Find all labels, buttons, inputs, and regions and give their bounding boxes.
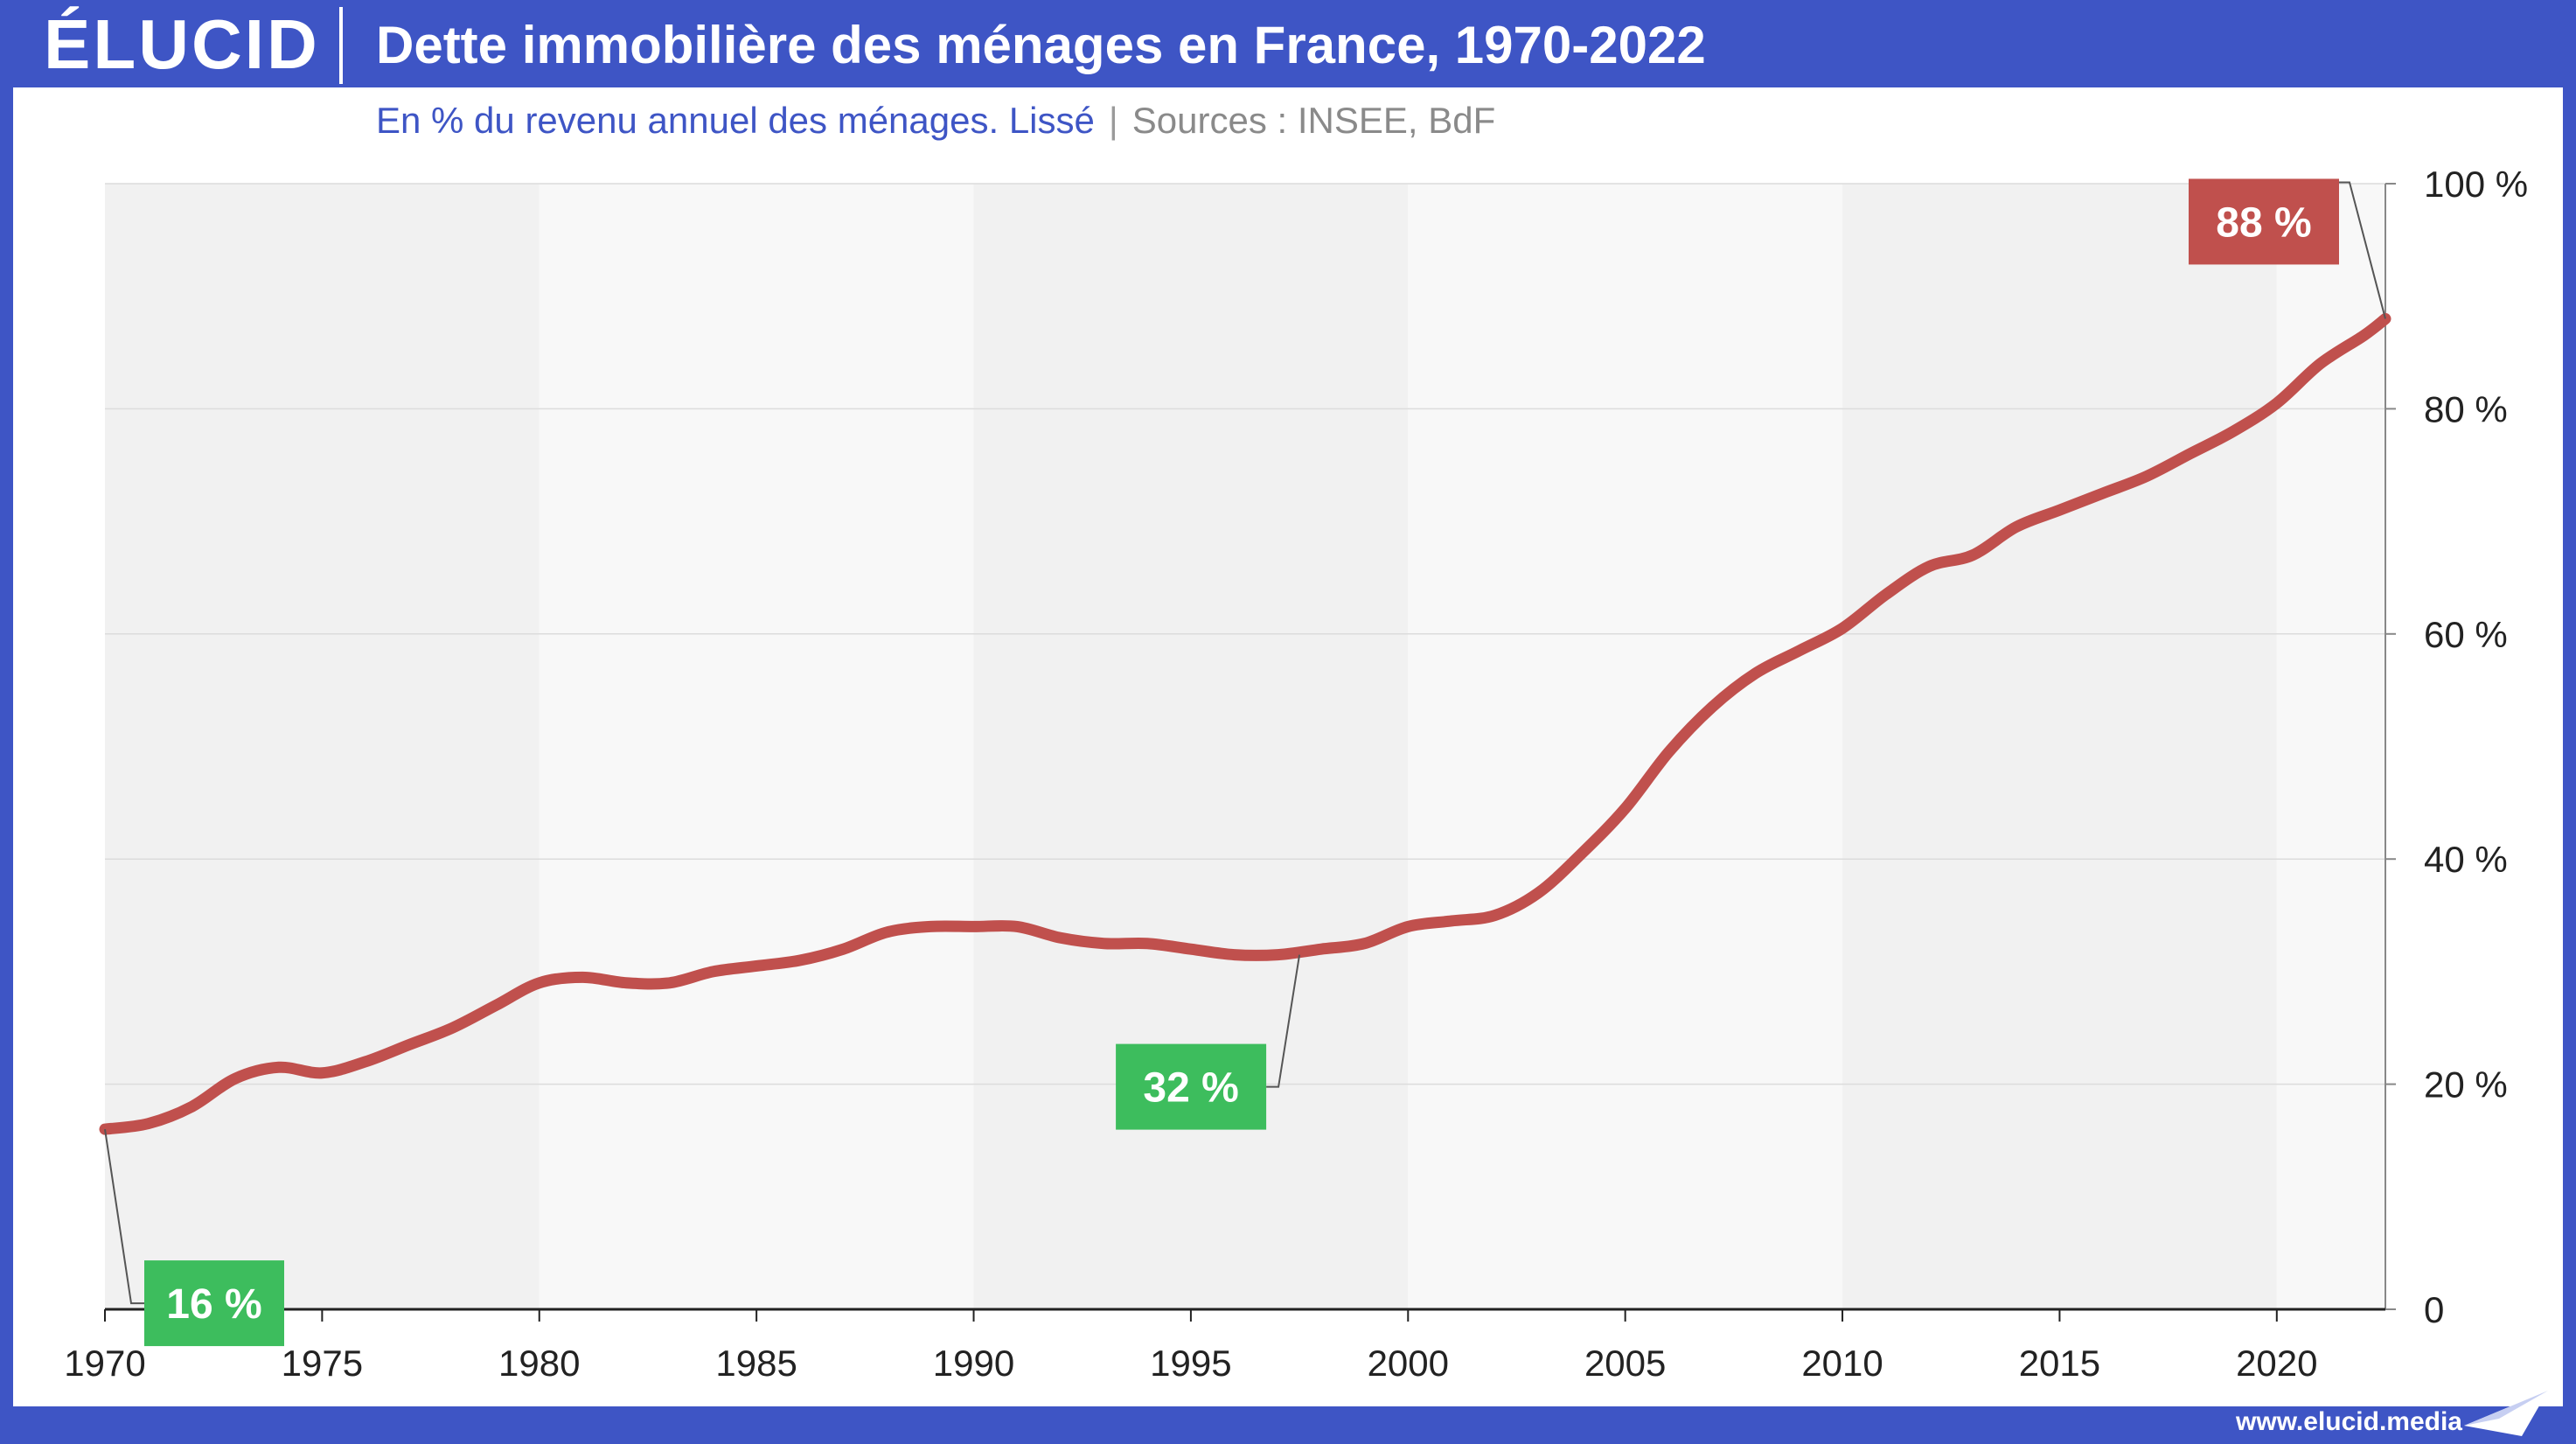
x-tick-label: 2005 [1584, 1343, 1666, 1384]
decade-band [539, 184, 974, 1309]
x-tick-label: 2015 [2019, 1343, 2100, 1384]
x-tick-label: 2010 [1801, 1343, 1883, 1384]
y-tick-label: 80 % [2424, 388, 2508, 429]
x-tick-label: 2000 [1368, 1343, 1449, 1384]
header-bar: ÉLUCID Dette immobilière des ménages en … [0, 0, 2576, 87]
y-tick-label: 60 % [2424, 614, 2508, 655]
annotation-box [1116, 1043, 1267, 1130]
chart-title: Dette immobilière des ménages en France,… [376, 16, 1706, 74]
x-tick-label: 1975 [282, 1343, 363, 1384]
x-tick-label: 1990 [933, 1343, 1014, 1384]
y-tick-label: 0 [2424, 1289, 2444, 1330]
series-line [99, 312, 2392, 1135]
decade-band [1842, 184, 2277, 1309]
decade-band [2276, 184, 2385, 1309]
sources-text: Sources : INSEE, BdF [1131, 100, 1496, 141]
x-tick-label: 1980 [498, 1343, 580, 1384]
annotation-leader [104, 1128, 144, 1305]
x-tick-label: 1970 [64, 1343, 145, 1384]
annotation-box [144, 1260, 284, 1347]
annotation-leader [2339, 181, 2386, 319]
elucid-logo: ÉLUCID [44, 5, 320, 83]
footer-url[interactable]: www.elucid.media [2236, 1407, 2462, 1436]
x-tick-label: 1985 [715, 1343, 797, 1384]
header-divider [339, 7, 343, 84]
annotation-box [2189, 178, 2339, 265]
y-tick-label: 40 % [2424, 839, 2508, 880]
y-tick-label: 100 % [2424, 164, 2528, 205]
decade-band [1408, 184, 1843, 1309]
decade-band [973, 184, 1409, 1309]
annotation-label: 88 % [2216, 199, 2311, 246]
subtitle-separator: | [1108, 100, 1118, 141]
chart-subtitle: En % du revenu annuel des ménages. Lissé… [376, 96, 1495, 145]
annotation-label: 32 % [1143, 1065, 1238, 1112]
y-tick-label: 20 % [2424, 1064, 2508, 1106]
x-tick-label: 1995 [1150, 1343, 1231, 1384]
annotation-label: 16 % [166, 1281, 261, 1328]
decade-band [105, 184, 540, 1309]
x-tick-label: 2020 [2236, 1343, 2317, 1384]
subtitle-text: En % du revenu annuel des ménages. Lissé [376, 100, 1095, 141]
annotation-leader [1266, 954, 1301, 1088]
elucid-mark-icon [2464, 1391, 2548, 1436]
